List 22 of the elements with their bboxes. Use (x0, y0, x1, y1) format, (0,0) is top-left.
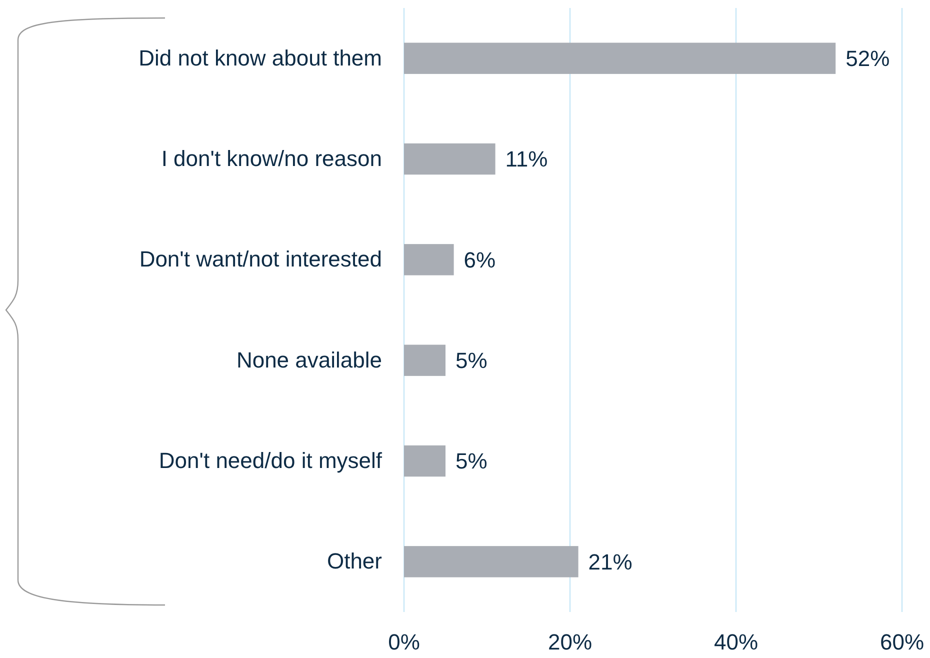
y-tick-label: Don't need/do it myself (158, 448, 383, 474)
y-tick-label: None available (236, 347, 382, 372)
data-label: 5% (456, 348, 488, 374)
y-tick-label: Did not know about them (138, 45, 382, 70)
data-label: 52% (846, 46, 890, 72)
bar (404, 344, 446, 376)
bar (404, 546, 578, 578)
y-tick-label: Don't want/not interested (139, 246, 382, 272)
x-tick-label: 60% (880, 630, 924, 655)
y-tick-label: Other (326, 548, 382, 574)
data-label: 6% (464, 247, 496, 272)
bar (404, 445, 446, 477)
data-label: 11% (505, 146, 548, 172)
data-label: 5% (456, 448, 488, 474)
x-tick-label: 20% (548, 630, 592, 655)
bar (404, 244, 454, 276)
y-tick-label: I don't know/no reason (161, 146, 382, 172)
x-tick-label: 0% (388, 630, 420, 655)
bar (404, 42, 836, 74)
bar (404, 143, 496, 175)
data-label: 21% (588, 549, 632, 574)
x-tick-label: 40% (714, 630, 758, 655)
